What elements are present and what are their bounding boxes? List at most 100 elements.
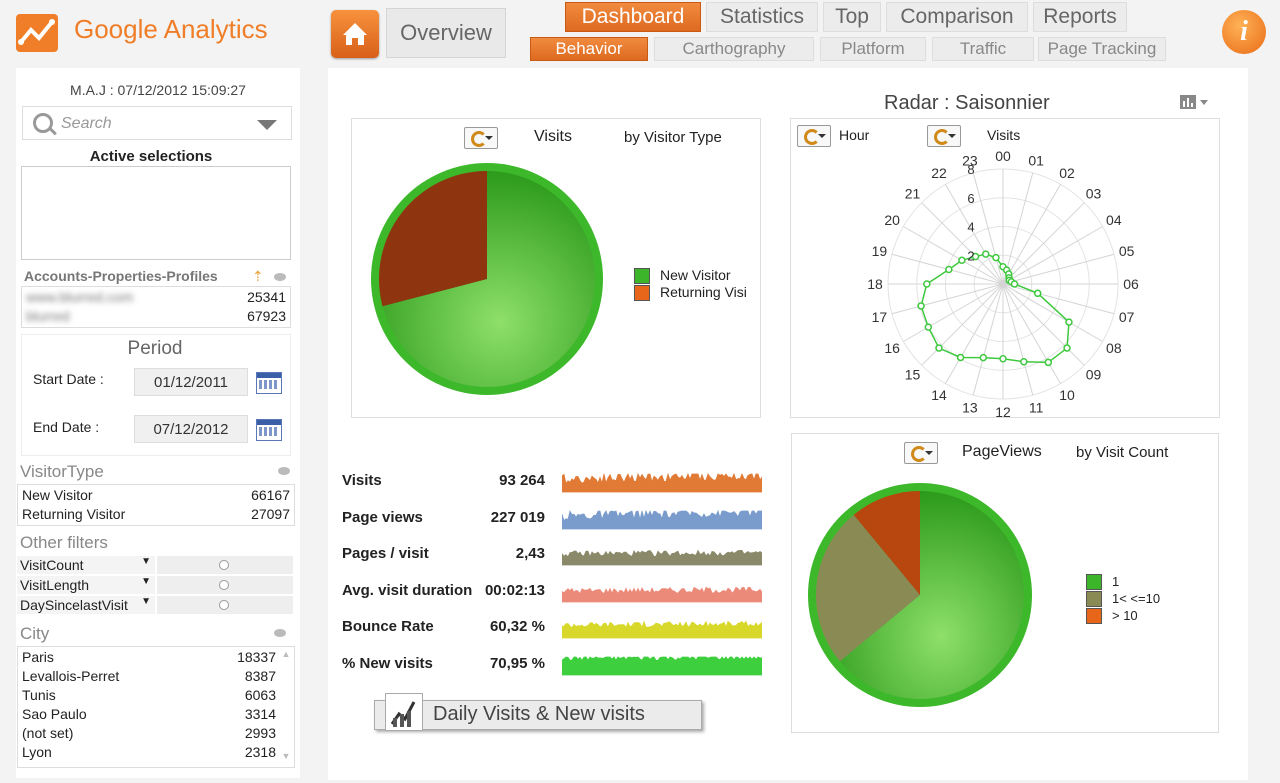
end-date-field[interactable]: 07/12/2012 bbox=[134, 415, 248, 443]
kpi-label: Page views bbox=[342, 508, 423, 526]
clear-icon[interactable] bbox=[274, 273, 286, 281]
pie2-svg bbox=[808, 483, 1032, 707]
slider-knob-icon[interactable] bbox=[219, 580, 229, 590]
list-item[interactable]: Lyon 2318 bbox=[22, 744, 276, 760]
visitor-type-title: VisitorType bbox=[20, 462, 104, 481]
city-value: 8387 bbox=[244, 668, 276, 684]
radar-axis bbox=[1002, 226, 1103, 285]
radar-point bbox=[924, 323, 933, 331]
radar-axis bbox=[945, 283, 1004, 384]
kpi-sparkline-area bbox=[562, 620, 762, 639]
accounts-list: www.blurred.com 25341 blurred 67923 bbox=[21, 286, 291, 328]
radar-point bbox=[1010, 280, 1019, 288]
radar-chart: Hour Visits 00 01 02 03 04 05 06 07 08 09 10 11 12 13… bbox=[790, 118, 1220, 418]
list-item[interactable]: Returning Visitor 27097 bbox=[22, 506, 290, 522]
list-item[interactable]: (not set) 2993 bbox=[22, 725, 276, 741]
filter-visitcount[interactable]: VisitCount ▼ bbox=[17, 556, 155, 575]
list-item[interactable]: Paris 18337 bbox=[22, 649, 276, 665]
scrollbar[interactable]: ▲ ▼ bbox=[281, 649, 291, 761]
kpi-value: 227 019 bbox=[490, 508, 545, 526]
subtab-behavior[interactable]: Behavior bbox=[530, 37, 648, 61]
kpi-value: 60,32 % bbox=[489, 618, 545, 635]
calendar-icon[interactable] bbox=[256, 372, 282, 394]
tab-comparison[interactable]: Comparison bbox=[886, 2, 1028, 32]
account-value: 25341 bbox=[247, 289, 286, 305]
cycle-dimension-icon[interactable] bbox=[904, 442, 938, 464]
radar-hour-label: 22 bbox=[931, 165, 947, 181]
radar-axis bbox=[1002, 283, 1061, 384]
radar-hour-label: 16 bbox=[884, 340, 900, 356]
sort-arrow-icon[interactable]: ⇡ bbox=[252, 268, 264, 284]
radar-point bbox=[1020, 358, 1028, 366]
radar-hour-label: 09 bbox=[1086, 367, 1102, 383]
kpi-sparkline bbox=[562, 549, 762, 566]
dropdown-arrow-icon[interactable]: ▼ bbox=[141, 576, 151, 587]
search-input[interactable]: Search bbox=[61, 115, 112, 132]
legend-2-10: 1< <=10 bbox=[1112, 591, 1161, 606]
radar-dimension: Hour bbox=[839, 127, 870, 143]
radar-axis bbox=[1002, 283, 1103, 342]
slider-knob-icon[interactable] bbox=[219, 560, 229, 570]
list-item[interactable]: New Visitor 66167 bbox=[22, 487, 290, 503]
filter-visitlength[interactable]: VisitLength ▼ bbox=[17, 576, 155, 595]
daily-visits-button[interactable]: Daily Visits & New visits bbox=[374, 693, 702, 731]
radar-hour-label: 01 bbox=[1028, 152, 1044, 168]
subtab-platform[interactable]: Platform bbox=[820, 37, 926, 61]
clear-icon[interactable] bbox=[278, 467, 290, 475]
kpi-sparkline bbox=[562, 509, 762, 529]
tab-reports[interactable]: Reports bbox=[1033, 2, 1127, 32]
filter-slider[interactable] bbox=[157, 576, 293, 594]
list-item[interactable]: Sao Paulo 3314 bbox=[22, 706, 276, 722]
pie-slice-returning-visitor bbox=[379, 171, 487, 307]
kpi-sparkline bbox=[562, 586, 762, 602]
tab-top[interactable]: Top bbox=[823, 2, 881, 32]
active-selections-box bbox=[21, 166, 291, 260]
filter-dayssincelastvisit[interactable]: DaySincelastVisit ▼ bbox=[17, 596, 155, 615]
radar-title: Radar : Saisonnier bbox=[884, 92, 1050, 114]
home-icon bbox=[343, 23, 367, 45]
dropdown-arrow-icon[interactable]: ▼ bbox=[141, 596, 151, 607]
radar-hour-label: 21 bbox=[905, 185, 921, 201]
list-item[interactable]: Levallois-Perret 8387 bbox=[22, 668, 276, 684]
filter-slider[interactable] bbox=[157, 556, 293, 574]
search-box[interactable]: Search bbox=[22, 106, 292, 140]
radar-hour-label: 06 bbox=[1123, 276, 1139, 292]
dropdown-arrow-icon[interactable]: ▼ bbox=[141, 556, 151, 567]
tab-dashboard[interactable]: Dashboard bbox=[565, 2, 701, 32]
pie-slice-new-visitor bbox=[382, 171, 595, 387]
tab-statistics[interactable]: Statistics bbox=[706, 2, 818, 32]
city-value: 18337 bbox=[237, 649, 276, 665]
chart-options-icon[interactable] bbox=[1180, 94, 1210, 110]
list-item[interactable]: blurred 67923 bbox=[26, 308, 286, 324]
subtab-page-tracking[interactable]: Page Tracking bbox=[1038, 37, 1166, 61]
clear-icon[interactable] bbox=[274, 629, 286, 637]
radar-hour-label: 03 bbox=[1086, 185, 1102, 201]
chevron-down-icon[interactable] bbox=[257, 120, 277, 130]
period-title: Period bbox=[127, 338, 183, 359]
kpi-value: 93 264 bbox=[499, 472, 545, 489]
slider-knob-icon[interactable] bbox=[219, 600, 229, 610]
list-item[interactable]: Tunis 6063 bbox=[22, 687, 276, 703]
kpi-row: Pages / visit 2,43 bbox=[342, 545, 772, 567]
list-item[interactable]: www.blurred.com 25341 bbox=[26, 289, 286, 305]
cycle-measure-icon[interactable] bbox=[927, 125, 961, 147]
cycle-dimension-icon[interactable] bbox=[797, 125, 831, 147]
calendar-icon[interactable] bbox=[256, 419, 282, 441]
start-date-field[interactable]: 01/12/2011 bbox=[134, 368, 248, 396]
home-button[interactable] bbox=[331, 10, 379, 58]
subtab-traffic[interactable]: Traffic bbox=[932, 37, 1034, 61]
info-button[interactable]: i bbox=[1222, 10, 1266, 54]
radar-axis bbox=[1002, 253, 1115, 285]
legend-returning-visitor: Returning Visi bbox=[660, 284, 747, 300]
overview-button[interactable]: Overview bbox=[386, 8, 506, 58]
account-name: www.blurred.com bbox=[26, 289, 134, 305]
visitor-type-value: 66167 bbox=[251, 487, 290, 503]
city-name: Sao Paulo bbox=[22, 706, 87, 722]
subtab-carthography[interactable]: Carthography bbox=[654, 37, 814, 61]
kpi-label: Bounce Rate bbox=[342, 618, 434, 635]
cycle-dimension-icon[interactable] bbox=[464, 127, 498, 149]
filter-slider[interactable] bbox=[157, 596, 293, 614]
radar-axis bbox=[903, 283, 1004, 342]
city-title: City bbox=[20, 624, 50, 643]
kpi-value: 2,43 bbox=[515, 545, 545, 562]
